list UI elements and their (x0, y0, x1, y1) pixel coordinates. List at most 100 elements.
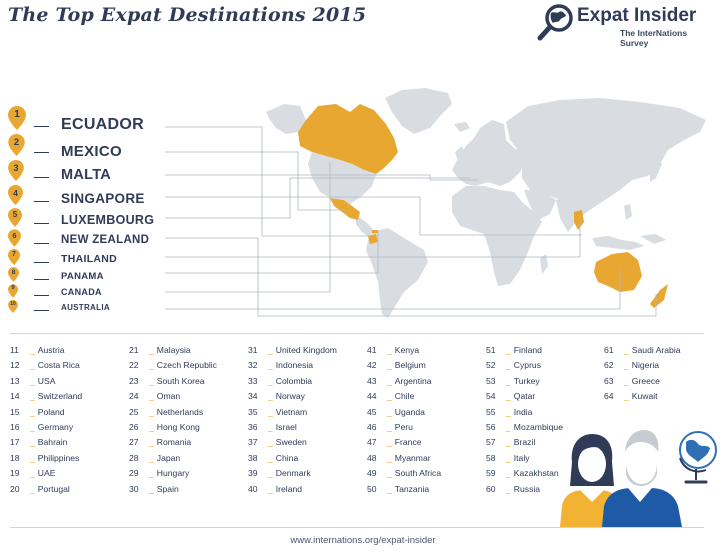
rank-number: 56 (486, 421, 496, 432)
list-item[interactable]: 56 _ Mozambique (486, 420, 596, 435)
rank-dash: _ (268, 360, 273, 371)
list-item[interactable]: 17 _ Bahrain (10, 435, 120, 450)
list-item[interactable]: 13 _ USA (10, 374, 120, 389)
ranking-column: 61 _ Saudi Arabia 62 _ Nigeria 63 _ Greece 64 _… (604, 343, 714, 405)
list-item[interactable]: 46 _ Peru (367, 420, 477, 435)
list-item[interactable]: 22 _ Czech Republic (129, 358, 239, 373)
list-item[interactable]: 55 _ India (486, 405, 596, 420)
country-name: Finland (513, 345, 542, 355)
expats-illustration (560, 430, 717, 527)
rank-dash: _ (506, 391, 511, 402)
rank-number: 16 (10, 421, 20, 432)
list-item[interactable]: 34 _ Norway (248, 389, 358, 404)
list-item[interactable]: 12 _ Costa Rica (10, 358, 120, 373)
list-item[interactable]: 37 _ Sweden (248, 435, 358, 450)
rank-dash: _ (149, 360, 154, 371)
rank-dash: _ (624, 360, 629, 371)
rank-dash: _ (30, 345, 35, 355)
country-name: USA (37, 375, 56, 386)
list-item[interactable]: 43 _ Argentina (367, 374, 477, 389)
rank-dash (34, 295, 49, 296)
list-item[interactable]: 44 _ Chile (367, 389, 477, 404)
list-item[interactable]: 63 _ Greece (604, 374, 714, 389)
country-name: India (513, 406, 533, 417)
list-item[interactable]: 52 _ Cyprus (486, 358, 596, 373)
footer-url[interactable]: www.internations.org/expat-insider (290, 535, 436, 546)
list-item[interactable]: 57 _ Brazil (486, 435, 596, 450)
rank-dash: _ (30, 468, 35, 479)
list-item[interactable]: 53 _ Turkey (486, 374, 596, 389)
rank-dash: _ (149, 421, 154, 432)
list-item[interactable]: 35 _ Vietnam (248, 405, 358, 420)
list-item[interactable]: 50 _ Tanzania (367, 482, 477, 497)
country-name: Kuwait (631, 391, 658, 402)
rank-dash: _ (506, 375, 511, 386)
list-item[interactable]: 29 _ Hungary (129, 466, 239, 481)
country-name: Oman (156, 391, 181, 402)
list-item[interactable]: 18 _ Philippines (10, 451, 120, 466)
rank-dash: _ (30, 375, 35, 386)
rank-number: 37 (248, 437, 258, 448)
list-item[interactable]: 42 _ Belgium (367, 358, 477, 373)
rank-dash: _ (268, 421, 273, 432)
philippines (624, 204, 632, 220)
list-item[interactable]: 33 _ Colombia (248, 374, 358, 389)
list-item[interactable]: 38 _ China (248, 451, 358, 466)
rank-number: 50 (367, 483, 377, 494)
list-item[interactable]: 15 _ Poland (10, 405, 120, 420)
rank-number: 6 (12, 231, 17, 240)
country-name: Italy (513, 452, 530, 463)
list-item[interactable]: 31 _ United Kingdom (248, 343, 358, 358)
country-name: Netherlands (156, 406, 204, 417)
country-name: Israel (275, 421, 297, 432)
list-item[interactable]: 39 _ Denmark (248, 466, 358, 481)
list-item[interactable]: 14 _ Switzerland (10, 389, 120, 404)
list-item[interactable]: 40 _ Ireland (248, 482, 358, 497)
panama-highlight (372, 230, 378, 233)
list-item[interactable]: 21 _ Malaysia (129, 343, 239, 358)
list-item[interactable]: 49 _ South Africa (367, 466, 477, 481)
list-item[interactable]: 51 _ Finland (486, 343, 596, 358)
list-item[interactable]: 47 _ France (367, 435, 477, 450)
list-item[interactable]: 45 _ Uganda (367, 405, 477, 420)
list-item[interactable]: 26 _ Hong Kong (129, 420, 239, 435)
list-item[interactable]: 58 _ Italy (486, 451, 596, 466)
list-item[interactable]: 61 _ Saudi Arabia (604, 343, 714, 358)
country-name: Kazakhstan (513, 468, 559, 479)
expat-insider-logo[interactable]: Expat Insider The InterNations Survey (537, 3, 717, 48)
map-pin-icon (8, 106, 26, 130)
list-item[interactable]: 64 _ Kuwait (604, 389, 714, 404)
list-item[interactable]: 62 _ Nigeria (604, 358, 714, 373)
list-item[interactable]: 32 _ Indonesia (248, 358, 358, 373)
rank-number: 10 (10, 301, 16, 307)
thailand-highlight (574, 210, 584, 230)
rank-dash: _ (30, 406, 35, 417)
rank-number: 11 (10, 345, 19, 355)
logo-subtitle: The InterNations Survey (620, 28, 688, 48)
rank-dash: _ (624, 345, 629, 355)
list-item[interactable]: 36 _ Israel (248, 420, 358, 435)
rank-dash: _ (506, 360, 511, 371)
rank-number: 7 (12, 251, 16, 258)
list-item[interactable]: 54 _ Qatar (486, 389, 596, 404)
list-item[interactable]: 23 _ South Korea (129, 374, 239, 389)
list-item[interactable]: 59 _ Kazakhstan (486, 466, 596, 481)
list-item[interactable]: 28 _ Japan (129, 451, 239, 466)
list-item[interactable]: 60 _ Russia (486, 482, 596, 497)
rank-dash: _ (268, 406, 273, 417)
country-name: Chile (394, 391, 415, 402)
list-item[interactable]: 16 _ Germany (10, 420, 120, 435)
list-item[interactable]: 41 _ Kenya (367, 343, 477, 358)
list-item[interactable]: 25 _ Netherlands (129, 405, 239, 420)
ranking-columns: 11 _ Austria 12 _ Costa Rica 13 _ USA 14 _ Switz… (0, 343, 726, 503)
list-item[interactable]: 19 _ UAE (10, 466, 120, 481)
rank-number: 47 (367, 437, 377, 448)
list-item[interactable]: 30 _ Spain (129, 482, 239, 497)
list-item[interactable]: 27 _ Romania (129, 435, 239, 450)
list-item[interactable]: 20 _ Portugal (10, 482, 120, 497)
country-name: UAE (37, 468, 56, 479)
list-item[interactable]: 48 _ Myanmar (367, 451, 477, 466)
list-item[interactable]: 11 _ Austria (10, 343, 120, 358)
indonesia (592, 236, 644, 250)
list-item[interactable]: 24 _ Oman (129, 389, 239, 404)
